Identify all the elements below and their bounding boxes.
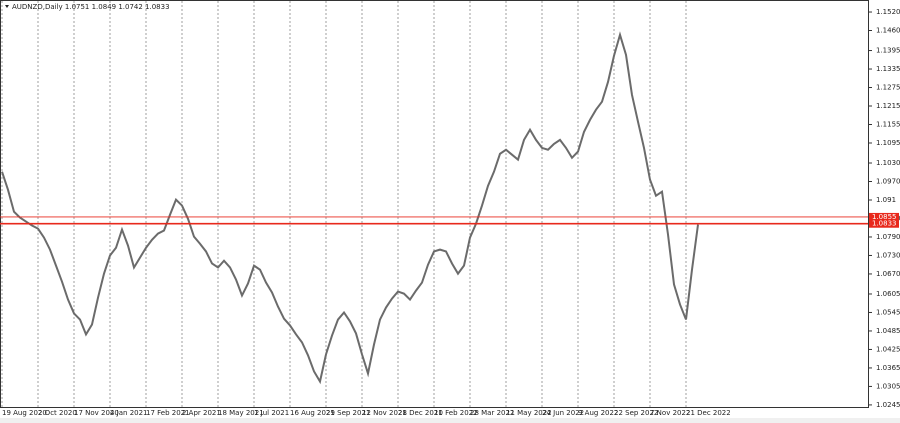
y-tick-label: 1.0305	[876, 382, 900, 390]
level-label: 1.0833	[872, 220, 897, 228]
x-tick-label: 28 Dec 2021	[398, 409, 443, 417]
x-tick-label: 2 Oct 2020	[38, 409, 77, 417]
level-tag	[869, 212, 899, 221]
y-tick-label: 1.1460	[876, 27, 900, 35]
y-tick-label: 1.0365	[876, 364, 900, 372]
x-tick-label: 11 May 2022	[506, 409, 552, 417]
y-tick-label: 1.0790	[876, 233, 900, 241]
x-tick-label: 12 Nov 2021	[362, 409, 407, 417]
y-tick-label: 1.0485	[876, 327, 900, 335]
y-tick-label: 1.1335	[876, 65, 900, 73]
x-tick-label: 17 Feb 2021	[146, 409, 190, 417]
plot-frame	[0, 0, 869, 408]
price-line	[1, 31, 699, 385]
level-label: 1.0855	[872, 213, 897, 221]
y-tick-label: 1.0605	[876, 290, 900, 298]
y-tick-label: 1.1215	[876, 102, 900, 110]
y-tick-label: 1.1095	[876, 139, 900, 147]
y-tick-label: 1.1030	[876, 159, 900, 167]
x-tick-label: 7 Nov 2022	[650, 409, 690, 417]
menu-arrow	[5, 5, 9, 8]
x-tick-label: 21 Dec 2022	[686, 409, 731, 417]
y-tick-label: 1.091	[876, 196, 896, 204]
y-tick-label: 1.1520	[876, 8, 900, 16]
x-tick-label: 4 Jan 2021	[110, 409, 148, 417]
x-tick-label: 29 Sep 2021	[326, 409, 370, 417]
y-tick-label: 1.0245	[876, 401, 900, 409]
status-bar	[0, 418, 900, 423]
chart-title: AUDNZD,Daily 1.0751 1.0849 1.0742 1.0833	[12, 3, 170, 11]
y-tick-label: 1.0545	[876, 308, 900, 316]
y-tick-label: 1.0970	[876, 178, 900, 186]
y-tick-label: 1.0670	[876, 270, 900, 278]
y-tick-label: 1.1155	[876, 120, 900, 128]
x-tick-label: 2 Apr 2021	[182, 409, 221, 417]
x-tick-label: 24 Jun 2022	[542, 409, 584, 417]
y-tick-label: 1.0730	[876, 251, 900, 259]
x-tick-label: 18 May 2021	[218, 409, 264, 417]
y-tick-label: 1.1395	[876, 47, 900, 55]
x-tick-label: 16 Aug 2021	[290, 409, 335, 417]
x-tick-label: 9 Aug 2022	[578, 409, 618, 417]
x-tick-label: 22 Sep 2022	[614, 409, 658, 417]
x-tick-label: 1 Jul 2021	[254, 409, 289, 417]
level-tag	[869, 219, 899, 228]
x-tick-label: 19 Aug 2020	[2, 409, 47, 417]
x-tick-label: 28 Mar 2022	[470, 409, 514, 417]
y-tick-label: 1.1275	[876, 84, 900, 92]
x-tick-label: 10 Feb 2022	[434, 409, 478, 417]
y-tick-label: 1.0425	[876, 345, 900, 353]
x-tick-label: 17 Nov 2020	[74, 409, 119, 417]
